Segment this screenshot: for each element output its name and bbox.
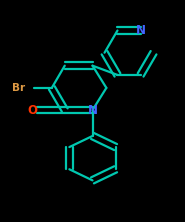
Text: N: N bbox=[136, 24, 146, 37]
Text: O: O bbox=[27, 104, 37, 117]
Text: N: N bbox=[88, 104, 97, 117]
Text: Br: Br bbox=[12, 83, 25, 93]
